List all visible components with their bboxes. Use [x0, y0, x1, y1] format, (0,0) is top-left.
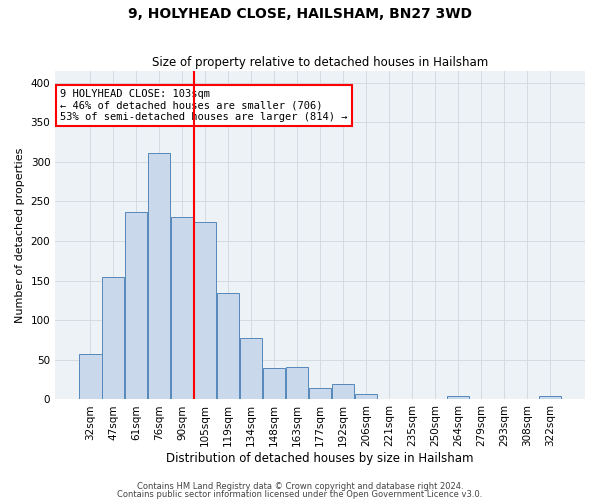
- Bar: [240, 338, 262, 400]
- Bar: [332, 384, 354, 400]
- Text: Contains public sector information licensed under the Open Government Licence v3: Contains public sector information licen…: [118, 490, 482, 499]
- Bar: [79, 354, 101, 400]
- Bar: [217, 292, 239, 400]
- Y-axis label: Number of detached properties: Number of detached properties: [15, 148, 25, 323]
- Bar: [125, 212, 148, 400]
- Title: Size of property relative to detached houses in Hailsham: Size of property relative to detached ho…: [152, 56, 488, 70]
- Bar: [286, 367, 308, 400]
- Text: 9 HOLYHEAD CLOSE: 103sqm
← 46% of detached houses are smaller (706)
53% of semi-: 9 HOLYHEAD CLOSE: 103sqm ← 46% of detach…: [61, 89, 348, 122]
- Text: Contains HM Land Registry data © Crown copyright and database right 2024.: Contains HM Land Registry data © Crown c…: [137, 482, 463, 491]
- Bar: [148, 153, 170, 400]
- Bar: [539, 396, 561, 400]
- Bar: [194, 222, 217, 400]
- Bar: [102, 278, 124, 400]
- Text: 9, HOLYHEAD CLOSE, HAILSHAM, BN27 3WD: 9, HOLYHEAD CLOSE, HAILSHAM, BN27 3WD: [128, 8, 472, 22]
- Bar: [263, 368, 285, 400]
- Bar: [355, 394, 377, 400]
- Bar: [447, 396, 469, 400]
- Bar: [171, 217, 193, 400]
- Bar: [309, 388, 331, 400]
- X-axis label: Distribution of detached houses by size in Hailsham: Distribution of detached houses by size …: [166, 452, 474, 465]
